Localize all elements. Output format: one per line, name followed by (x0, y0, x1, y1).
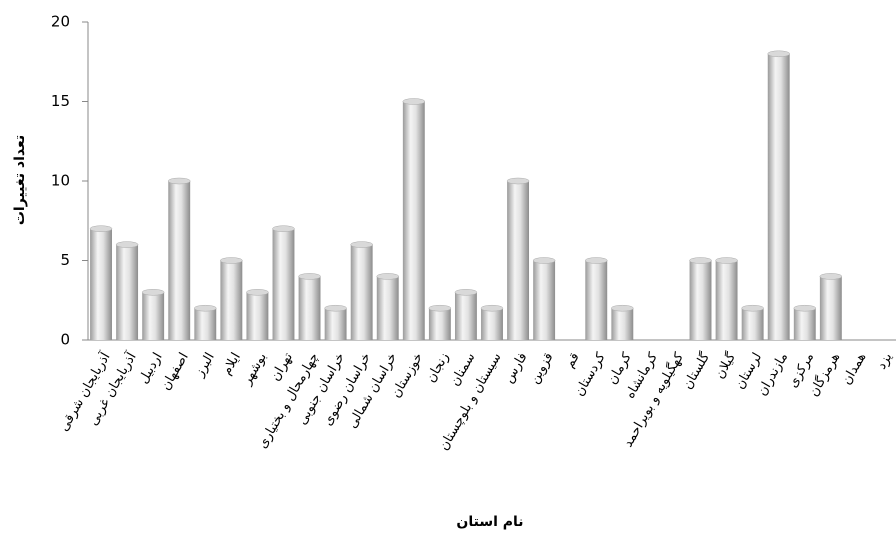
bar-part (689, 260, 712, 340)
bar-part (767, 50, 790, 58)
x-axis-title: نام استان (456, 514, 523, 530)
bar-part (793, 304, 816, 312)
bar-part (324, 304, 347, 312)
bar-part (454, 289, 478, 296)
x-tick-label: قم (562, 350, 582, 370)
bar-part (585, 257, 608, 264)
bar-part (402, 98, 426, 105)
x-tick-label: همدان (839, 350, 869, 387)
x-tick-label: ایلام (219, 350, 244, 377)
bar-part (402, 101, 425, 340)
bar (689, 257, 712, 340)
bar-part (611, 304, 634, 312)
bar (454, 289, 478, 340)
x-tick-label: یزد (874, 350, 895, 372)
bar-part (298, 276, 321, 340)
bar-part (454, 292, 477, 340)
bar-part (350, 244, 373, 340)
y-tick-label: 15 (51, 92, 70, 110)
x-tick-label: بوشهر (239, 350, 270, 388)
bar-part (298, 273, 321, 280)
x-tick-label: فارس (501, 350, 530, 385)
bar-part (272, 225, 295, 232)
bar-part (376, 273, 399, 280)
bar-part (194, 308, 217, 340)
bar (741, 304, 764, 340)
bar-part (481, 308, 503, 340)
bar-part (819, 276, 842, 340)
bar-part (246, 292, 269, 340)
x-tick-label: قزوین (527, 350, 557, 386)
bar-part (741, 308, 764, 340)
bar-part (532, 257, 556, 264)
x-tick-label: گیلان (712, 349, 740, 381)
bar (246, 289, 269, 340)
bar (350, 241, 373, 340)
bar-part (507, 181, 530, 340)
bar-part (272, 228, 295, 340)
bar-part (428, 304, 452, 312)
bar-part (194, 304, 217, 312)
bar (115, 241, 139, 340)
bar (220, 257, 243, 340)
bar (376, 273, 399, 340)
bar (767, 50, 790, 341)
bar (272, 225, 295, 340)
bar-part (350, 241, 373, 248)
bar (141, 289, 165, 340)
bar-part (533, 260, 556, 340)
bar-part (506, 177, 530, 185)
y-tick-label: 0 (60, 331, 70, 349)
y-axis-title: تعداد تغییرات (12, 135, 28, 225)
bar (89, 225, 113, 340)
y-tick-label: 20 (51, 13, 70, 31)
bar-part (89, 225, 113, 232)
bar-part (767, 53, 790, 341)
bar-part (689, 257, 712, 264)
bar (402, 98, 426, 340)
bar (611, 304, 634, 340)
bar-part (715, 260, 738, 340)
bar (506, 177, 530, 340)
y-tick-label: 5 (60, 251, 70, 269)
bar-part (324, 308, 347, 340)
bar-part (741, 304, 764, 312)
bar-part (376, 276, 399, 340)
bar-part (428, 308, 451, 340)
bar (480, 304, 504, 340)
bar (428, 304, 452, 340)
bar (324, 304, 347, 340)
bar-part (220, 257, 243, 264)
x-tick-label: گلستان (679, 349, 713, 392)
bar (532, 257, 556, 340)
bar (194, 304, 217, 340)
bar-part (585, 260, 608, 340)
bar (793, 304, 816, 340)
bar-part (220, 260, 243, 340)
bar (585, 257, 608, 340)
bar-part (611, 308, 634, 340)
x-tick-label: البرز (192, 350, 218, 380)
bar (715, 257, 738, 340)
bar-part (715, 257, 738, 264)
bar-part (115, 241, 139, 248)
bar-part (246, 289, 269, 296)
bar-part (819, 273, 843, 280)
y-tick-label: 10 (51, 172, 70, 190)
bar (819, 273, 843, 340)
bar (298, 273, 321, 340)
bar-part (116, 244, 139, 340)
bar-part (142, 292, 165, 340)
bar-part (141, 289, 165, 296)
bar-part (168, 181, 191, 340)
bar (168, 177, 191, 340)
bar-part (90, 228, 112, 340)
bar-part (168, 177, 191, 185)
bar-part (793, 308, 816, 340)
bar-part (480, 304, 504, 312)
